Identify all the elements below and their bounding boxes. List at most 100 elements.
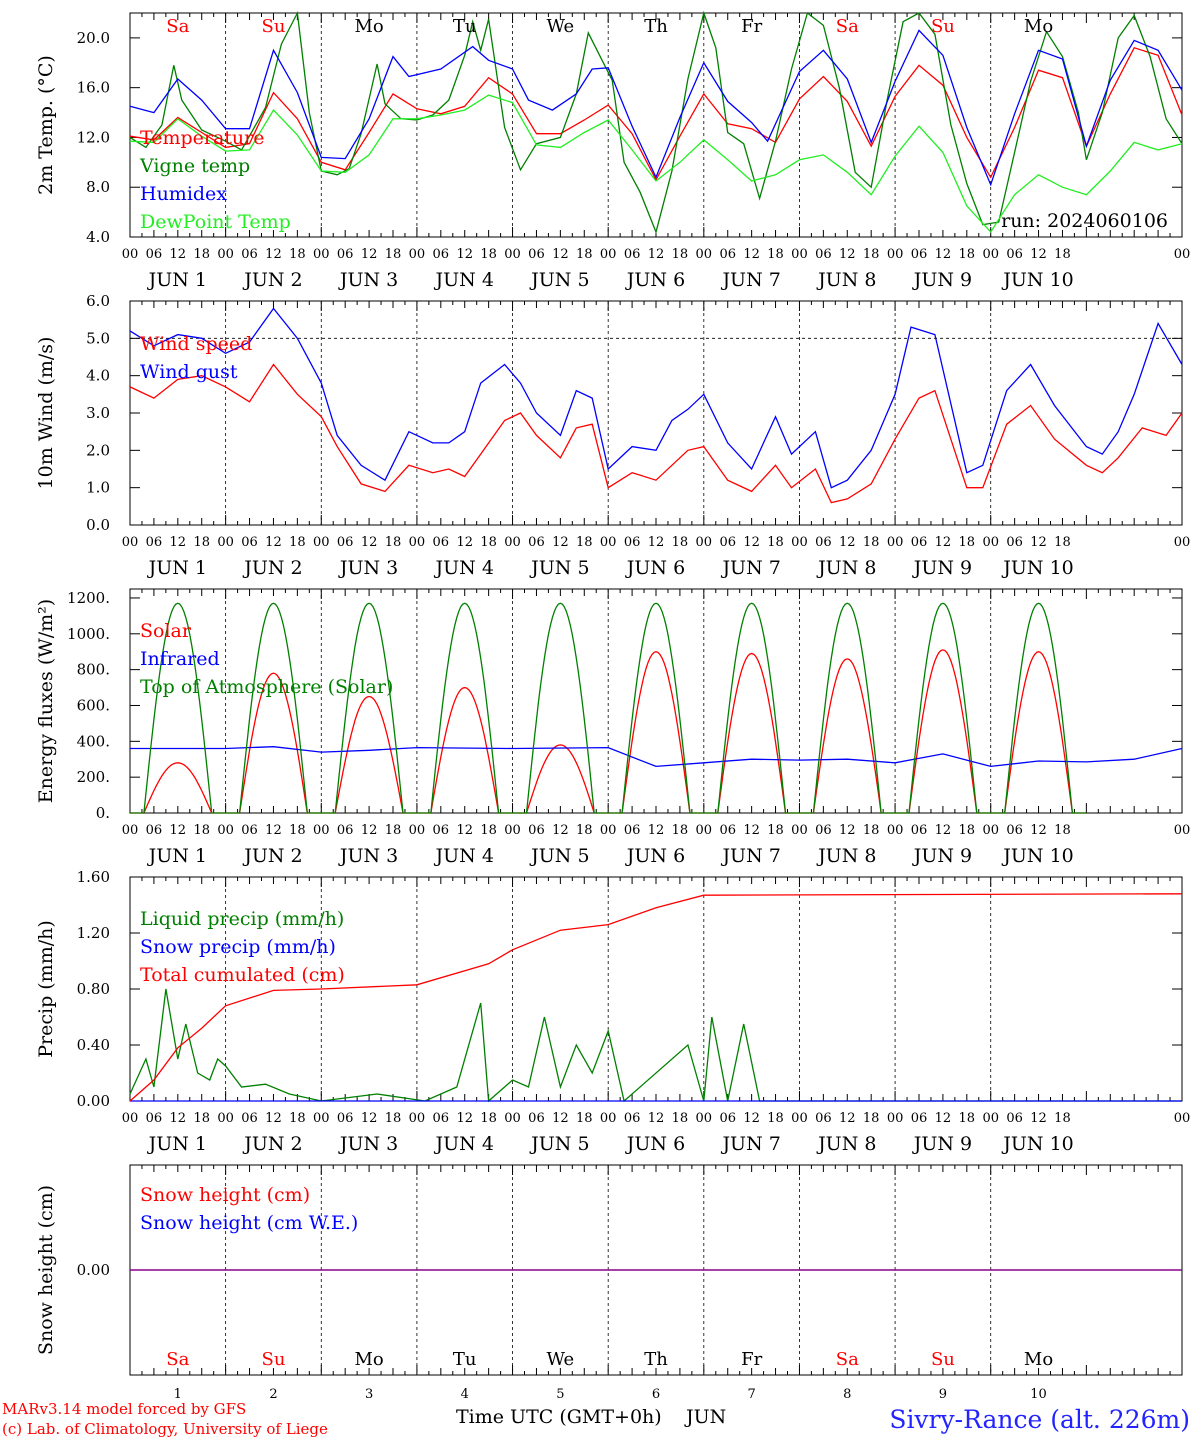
hour-tick-label: 18 <box>959 247 976 262</box>
day-name: Su <box>261 16 285 37</box>
legend-entry: Infrared <box>140 648 220 670</box>
panel-5: 0.00 Snow height (cm) Snow height (cm) Snow… <box>35 1164 1183 1376</box>
y-tick-label: 1.0 <box>86 479 110 497</box>
hour-tick-label: 06 <box>528 823 545 838</box>
day-number: 1 <box>174 1387 182 1402</box>
day-number: 9 <box>939 1387 947 1402</box>
hour-tick-label: 06 <box>624 1111 641 1126</box>
hour-tick-label: 06 <box>337 535 354 550</box>
date-label: JUN 5 <box>529 845 589 867</box>
series-line-humidex <box>129 29 1183 187</box>
hour-tick-label: 00 <box>696 823 713 838</box>
hour-tick-label: 12 <box>1030 1111 1047 1126</box>
hour-tick-label: 18 <box>959 1111 976 1126</box>
day-name: We <box>547 16 575 37</box>
hour-tick-label: 12 <box>1030 535 1047 550</box>
hour-tick-label: 06 <box>911 247 928 262</box>
y-tick-label: 16.0 <box>77 79 110 97</box>
date-label: JUN 9 <box>912 557 972 579</box>
date-label: JUN 2 <box>242 845 302 867</box>
hour-tick-label: 18 <box>385 1111 402 1126</box>
date-label: JUN 3 <box>338 557 398 579</box>
day-name: Su <box>931 1349 955 1370</box>
hour-tick-label: 18 <box>863 535 880 550</box>
day-number: 4 <box>461 1387 469 1402</box>
hour-tick-label: 00 <box>313 247 330 262</box>
hour-tick-label: 06 <box>241 247 258 262</box>
hour-tick-label: 18 <box>193 247 210 262</box>
hour-tick-label: 00 <box>791 535 808 550</box>
hour-tick-label: 00 <box>887 247 904 262</box>
date-label: JUN 1 <box>147 557 207 579</box>
x-axis-month: JUN <box>684 1406 726 1428</box>
day-name: Su <box>931 16 955 37</box>
hour-tick-label: 18 <box>385 823 402 838</box>
hour-tick-label: 06 <box>146 1111 163 1126</box>
hour-tick-label: 00 <box>791 1111 808 1126</box>
day-number: 2 <box>269 1387 277 1402</box>
y-tick-label: 400. <box>77 732 110 750</box>
hour-tick-label: 06 <box>146 823 163 838</box>
hour-tick-label: 12 <box>456 247 473 262</box>
date-label: JUN 10 <box>1001 1133 1073 1155</box>
hour-tick-label: 06 <box>146 247 163 262</box>
hour-tick-label: 18 <box>385 535 402 550</box>
hour-tick-label: 06 <box>433 535 450 550</box>
hour-tick-label: 06 <box>337 1111 354 1126</box>
hour-tick-label: 06 <box>528 535 545 550</box>
hour-tick-label: 12 <box>839 1111 856 1126</box>
hour-tick-label: 18 <box>576 247 593 262</box>
day-name: Mo <box>354 1349 383 1370</box>
day-name: Th <box>644 16 668 37</box>
hour-tick-label: 06 <box>624 823 641 838</box>
y-tick-label: 2.0 <box>86 441 110 459</box>
hour-tick-label: 00 <box>122 1111 139 1126</box>
hour-tick-label: 18 <box>480 1111 497 1126</box>
panel-4: 0.00 0.40 0.80 1.20 1.60 Precip (mm/h) Liquid … <box>35 868 1190 1155</box>
day-name: Th <box>644 1349 668 1370</box>
legend-entry: Vigne temp <box>139 155 250 177</box>
hour-tick-label: 18 <box>576 823 593 838</box>
legend-entry: Wind gust <box>140 361 238 383</box>
legend-entry: Solar <box>140 620 192 642</box>
hour-tick-label: 00 <box>696 535 713 550</box>
hour-tick-label: 00 <box>1174 535 1191 550</box>
hour-tick-label: 12 <box>743 1111 760 1126</box>
hour-tick-label: 00 <box>696 247 713 262</box>
hour-tick-label: 00 <box>600 1111 617 1126</box>
hour-tick-label: 18 <box>576 535 593 550</box>
y-axis-label: Snow height (cm) <box>35 1185 57 1355</box>
hour-tick-label: 00 <box>982 823 999 838</box>
hour-tick-label: 00 <box>1174 247 1191 262</box>
hour-tick-label: 12 <box>361 823 378 838</box>
hour-tick-label: 18 <box>863 247 880 262</box>
hour-tick-label: 06 <box>241 1111 258 1126</box>
hour-tick-label: 12 <box>265 1111 282 1126</box>
y-axis-label: Precip (mm/h) <box>35 920 57 1058</box>
hour-tick-label: 12 <box>935 535 952 550</box>
date-label: JUN 3 <box>338 1133 398 1155</box>
hour-tick-label: 12 <box>839 823 856 838</box>
legend-entry: DewPoint Temp <box>140 211 291 233</box>
panel-3: 0. 200. 400. 600. 800. 1000. 1200. Energy fluxe… <box>35 588 1190 867</box>
hour-tick-label: 18 <box>480 823 497 838</box>
hour-tick-label: 18 <box>672 823 689 838</box>
hour-tick-label: 00 <box>217 823 234 838</box>
day-number: 5 <box>556 1387 564 1402</box>
hour-tick-label: 06 <box>815 823 832 838</box>
legend-entry: Liquid precip (mm/h) <box>140 908 344 930</box>
hour-tick-label: 12 <box>265 535 282 550</box>
hour-tick-label: 12 <box>648 535 665 550</box>
y-tick-label: 800. <box>77 661 110 679</box>
hour-tick-label: 06 <box>1006 823 1023 838</box>
hour-tick-label: 06 <box>815 1111 832 1126</box>
hour-tick-label: 12 <box>552 823 569 838</box>
date-label: JUN 7 <box>720 557 780 579</box>
station-name: Sivry-Rance (alt. 226m) <box>889 1405 1190 1434</box>
y-tick-label: 4.0 <box>86 367 110 385</box>
hour-tick-label: 18 <box>289 823 306 838</box>
hour-tick-label: 12 <box>552 247 569 262</box>
hour-tick-label: 12 <box>935 823 952 838</box>
y-axis-label: 10m Wind (m/s) <box>35 337 57 490</box>
hour-tick-label: 18 <box>672 247 689 262</box>
